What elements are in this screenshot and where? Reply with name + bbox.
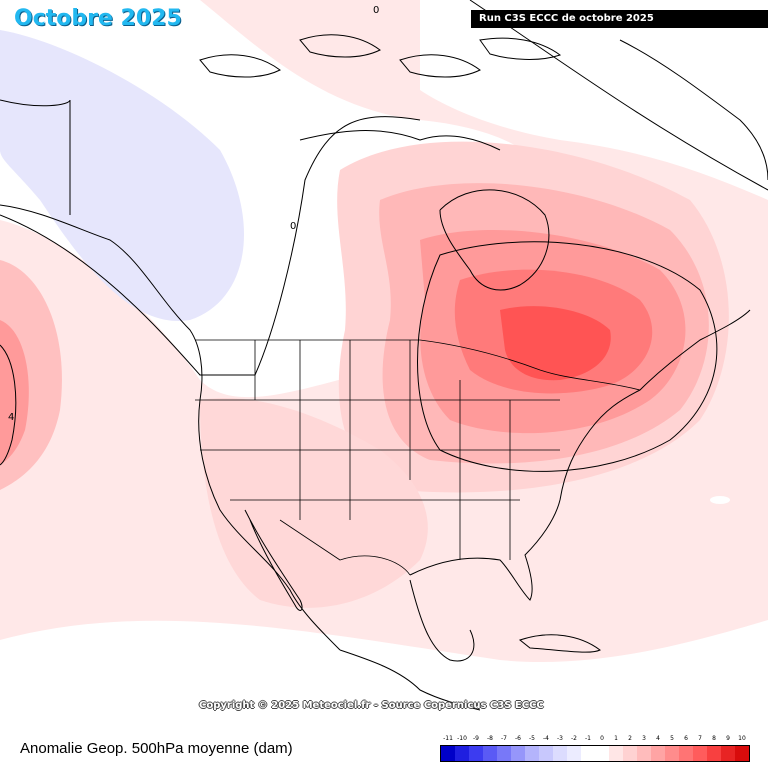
legend-swatch — [455, 746, 469, 761]
contour-label-zero-west: 0 — [290, 221, 296, 232]
legend-tick-label: 4 — [656, 735, 660, 742]
anomaly-map: 0 0 4 — [0, 0, 768, 725]
neutral-band-south — [0, 620, 768, 725]
small-neutral-spot — [710, 496, 730, 504]
legend-swatch — [637, 746, 651, 761]
legend-tick-label: -5 — [529, 735, 535, 742]
legend-swatch — [735, 746, 749, 761]
legend-tick-label: 6 — [684, 735, 688, 742]
legend-tick-label: -10 — [457, 735, 467, 742]
anomaly-shading — [0, 0, 768, 725]
legend-swatches — [440, 745, 750, 762]
legend-tick-label: -7 — [501, 735, 507, 742]
legend-swatch — [581, 746, 595, 761]
legend-tick-label: -9 — [473, 735, 479, 742]
legend-swatch — [665, 746, 679, 761]
footer-bar: Anomalie Geop. 500hPa moyenne (dam) -11-… — [0, 725, 768, 768]
legend-tick-label: 0 — [600, 735, 604, 742]
map-caption: Anomalie Geop. 500hPa moyenne (dam) — [20, 740, 293, 757]
legend-tick-label: 2 — [628, 735, 632, 742]
legend-tick-label: 10 — [738, 735, 746, 742]
negative-anomaly — [0, 30, 244, 321]
legend-tick-label: 9 — [726, 735, 730, 742]
legend-swatch — [497, 746, 511, 761]
borders — [69, 100, 641, 576]
contour-label-four: 4 — [8, 412, 14, 423]
legend-swatch — [469, 746, 483, 761]
legend-swatch — [567, 746, 581, 761]
pacific-four-contour — [0, 344, 17, 466]
legend-swatch — [651, 746, 665, 761]
legend-tick-label: 5 — [670, 735, 674, 742]
zero-contour-line — [0, 116, 421, 376]
legend-swatch — [553, 746, 567, 761]
legend-swatch — [623, 746, 637, 761]
run-label: Run C3S ECCC de octobre 2025 — [471, 10, 768, 28]
plains-anomaly — [200, 398, 428, 608]
legend-swatch — [511, 746, 525, 761]
legend-swatch — [595, 746, 609, 761]
legend-tick-label: -1 — [585, 735, 591, 742]
neutral-band-east — [420, 0, 768, 200]
legend-tick-label: -3 — [557, 735, 563, 742]
legend-tick-label: 1 — [614, 735, 618, 742]
legend-swatch — [721, 746, 735, 761]
month-title: Octobre 2025 — [14, 6, 182, 31]
four-contour-line — [417, 241, 718, 472]
legend-swatch — [539, 746, 553, 761]
legend-ticks: -11 -10 -9 -8 -7 -6 -5 -4 -3 -2 -1 0 1 2 3 4 5 6 7 8 9 10 — [440, 735, 752, 745]
legend-swatch — [707, 746, 721, 761]
legend-tick-label: 7 — [698, 735, 702, 742]
legend-swatch — [525, 746, 539, 761]
legend-swatch — [609, 746, 623, 761]
color-legend: -11 -10 -9 -8 -7 -6 -5 -4 -3 -2 -1 0 1 2 3 4 5 6 7 8 9 10 — [440, 735, 752, 765]
legend-tick-label: -8 — [487, 735, 493, 742]
legend-tick-label: 8 — [712, 735, 716, 742]
legend-tick-label: -2 — [571, 735, 577, 742]
legend-swatch — [679, 746, 693, 761]
legend-tick-label: -11 — [443, 735, 453, 742]
legend-swatch — [441, 746, 455, 761]
legend-swatch — [483, 746, 497, 761]
contour-label-zero-north: 0 — [373, 5, 379, 16]
legend-tick-label: -4 — [543, 735, 549, 742]
copyright-text: Copyright © 2025 Meteociel.fr - Source C… — [199, 700, 544, 711]
legend-tick-label: -6 — [515, 735, 521, 742]
positive-anomaly-5 — [500, 306, 611, 381]
legend-tick-label: 3 — [642, 735, 646, 742]
legend-swatch — [693, 746, 707, 761]
